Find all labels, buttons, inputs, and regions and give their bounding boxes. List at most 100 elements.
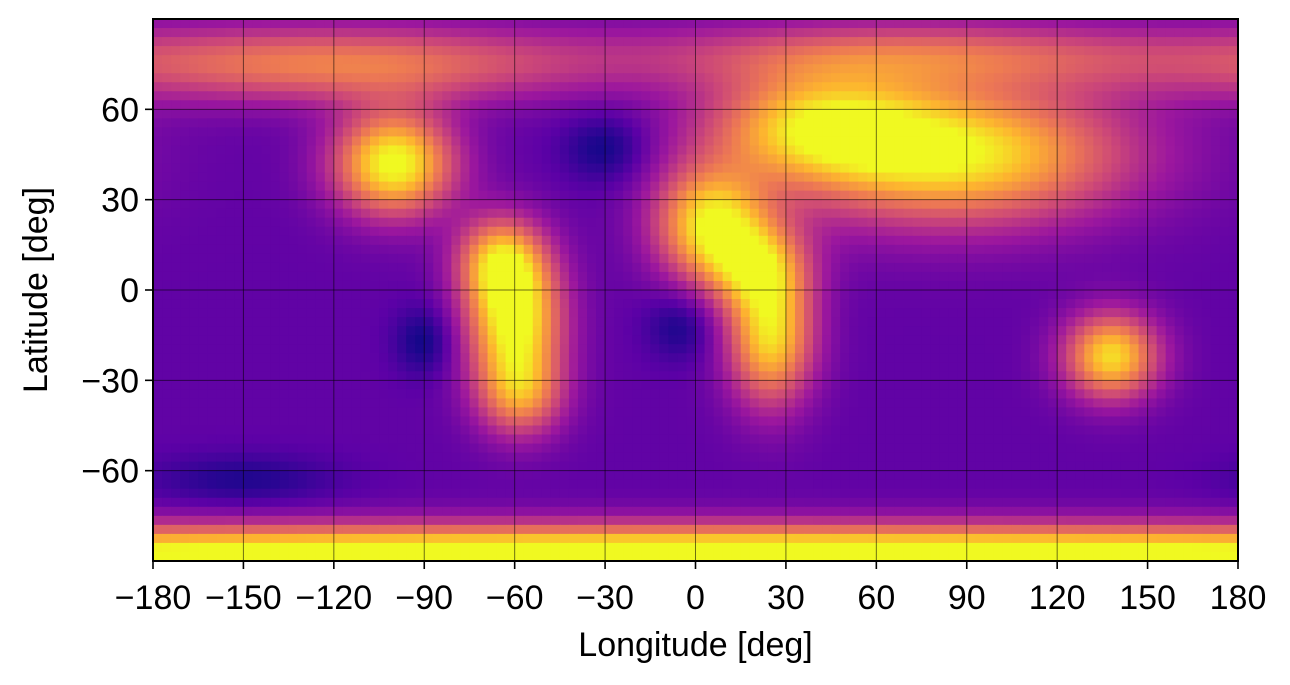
heatmap-cell xyxy=(379,19,389,29)
heatmap-cell xyxy=(415,308,425,318)
heatmap-cell xyxy=(939,181,950,192)
heatmap-cell xyxy=(153,208,163,219)
heatmap-cell xyxy=(1138,317,1149,327)
heatmap-cell xyxy=(1165,271,1176,282)
heatmap-cell xyxy=(297,290,308,300)
heatmap-cell xyxy=(867,136,877,147)
heatmap-cell xyxy=(523,118,534,128)
heatmap-cell xyxy=(858,217,868,228)
heatmap-cell xyxy=(532,353,543,363)
heatmap-cell xyxy=(1039,308,1049,318)
heatmap-cell xyxy=(541,127,552,138)
heatmap-cell xyxy=(469,154,480,165)
heatmap-cell xyxy=(713,317,724,327)
heatmap-cell xyxy=(1075,82,1085,92)
heatmap-cell xyxy=(939,235,950,246)
heatmap-cell xyxy=(749,118,760,128)
heatmap-cell xyxy=(587,181,597,192)
heatmap-cell xyxy=(270,118,281,128)
heatmap-cell xyxy=(804,235,814,246)
heatmap-cell xyxy=(1057,28,1067,38)
heatmap-cell xyxy=(415,82,425,92)
heatmap-cell xyxy=(1138,299,1149,309)
heatmap-cell xyxy=(1102,262,1113,273)
heatmap-cell xyxy=(252,172,263,183)
heatmap-cell xyxy=(360,100,371,110)
heatmap-cell xyxy=(804,55,814,65)
heatmap-cell xyxy=(342,28,353,38)
heatmap-cell xyxy=(614,109,624,119)
heatmap-cell xyxy=(1075,136,1085,147)
heatmap-cell xyxy=(912,262,923,273)
heatmap-cell xyxy=(487,118,498,128)
heatmap-cell xyxy=(849,46,859,56)
heatmap-cell xyxy=(731,290,742,300)
heatmap-cell xyxy=(523,317,534,327)
heatmap-cell xyxy=(822,46,832,56)
heatmap-cell xyxy=(243,46,254,56)
heatmap-cell xyxy=(794,308,805,318)
heatmap-cell xyxy=(912,253,923,264)
heatmap-cell xyxy=(1002,371,1013,381)
heatmap-cell xyxy=(776,290,787,300)
heatmap-cell xyxy=(1129,82,1140,92)
heatmap-cell xyxy=(478,362,489,372)
heatmap-cell xyxy=(605,317,615,327)
heatmap-cell xyxy=(153,217,163,228)
heatmap-cell xyxy=(867,127,877,138)
heatmap-cell xyxy=(686,217,697,228)
heatmap-cell xyxy=(713,280,724,291)
heatmap-cell xyxy=(189,308,199,318)
heatmap-cell xyxy=(894,362,905,372)
heatmap-cell xyxy=(804,380,814,390)
heatmap-cell xyxy=(1183,82,1194,92)
heatmap-cell xyxy=(1093,118,1103,128)
heatmap-cell xyxy=(641,244,651,255)
heatmap-cell xyxy=(234,353,245,363)
heatmap-cell xyxy=(903,154,914,165)
heatmap-cell xyxy=(623,362,633,372)
heatmap-cell xyxy=(650,163,660,174)
heatmap-cell xyxy=(496,244,507,255)
heatmap-cell xyxy=(171,380,181,390)
heatmap-cell xyxy=(614,308,624,318)
heatmap-cell xyxy=(587,308,597,318)
heatmap-cell xyxy=(379,82,389,92)
heatmap-cell xyxy=(559,172,570,183)
heatmap-cell xyxy=(749,181,760,192)
heatmap-cell xyxy=(1021,253,1031,264)
heatmap-cell xyxy=(252,226,263,237)
heatmap-cell xyxy=(1039,290,1049,300)
heatmap-cell xyxy=(1002,118,1013,128)
heatmap-cell xyxy=(171,190,181,201)
heatmap-cell xyxy=(605,389,615,399)
heatmap-cell xyxy=(867,362,877,372)
heatmap-cell xyxy=(894,280,905,291)
heatmap-cell xyxy=(514,208,525,219)
heatmap-cell xyxy=(1075,154,1085,165)
heatmap-cell xyxy=(306,37,317,47)
heatmap-cell xyxy=(180,199,190,210)
heatmap-cell xyxy=(623,380,633,390)
heatmap-cell xyxy=(198,82,208,92)
heatmap-cell xyxy=(975,154,986,165)
heatmap-cell xyxy=(713,181,724,192)
heatmap-cell xyxy=(1075,326,1085,336)
heatmap-cell xyxy=(614,154,624,165)
heatmap-cell xyxy=(659,19,669,29)
heatmap-cell xyxy=(342,380,353,390)
heatmap-cell xyxy=(984,64,995,74)
heatmap-cell xyxy=(804,389,814,399)
heatmap-cell xyxy=(668,299,679,309)
heatmap-cell xyxy=(794,262,805,273)
heatmap-cell xyxy=(605,199,615,210)
heatmap-cell xyxy=(514,290,525,300)
heatmap-cell xyxy=(1102,326,1113,336)
heatmap-cell xyxy=(840,371,850,381)
heatmap-cell xyxy=(505,380,516,390)
heatmap-cell xyxy=(623,326,633,336)
heatmap-cell xyxy=(713,127,724,138)
heatmap-cell xyxy=(171,64,181,74)
heatmap-cell xyxy=(288,55,299,65)
heatmap-cell xyxy=(767,389,778,399)
